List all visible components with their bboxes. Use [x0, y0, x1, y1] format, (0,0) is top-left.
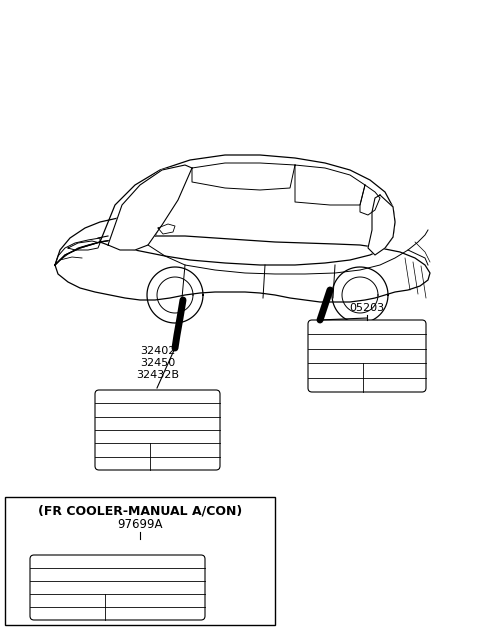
Polygon shape	[192, 163, 295, 190]
Text: 97699A: 97699A	[117, 518, 163, 532]
FancyBboxPatch shape	[308, 320, 426, 392]
Polygon shape	[55, 217, 158, 265]
Text: (FR COOLER-MANUAL A/CON): (FR COOLER-MANUAL A/CON)	[38, 504, 242, 518]
Text: 32402: 32402	[140, 346, 175, 356]
Polygon shape	[295, 165, 365, 205]
Text: 05203: 05203	[349, 303, 384, 313]
Polygon shape	[368, 195, 395, 255]
FancyBboxPatch shape	[95, 390, 220, 470]
Text: 32450: 32450	[140, 358, 175, 368]
Text: 32432B: 32432B	[136, 370, 179, 380]
Bar	[5, 497, 275, 625]
Polygon shape	[360, 185, 380, 215]
Polygon shape	[108, 165, 192, 250]
FancyBboxPatch shape	[30, 555, 205, 620]
